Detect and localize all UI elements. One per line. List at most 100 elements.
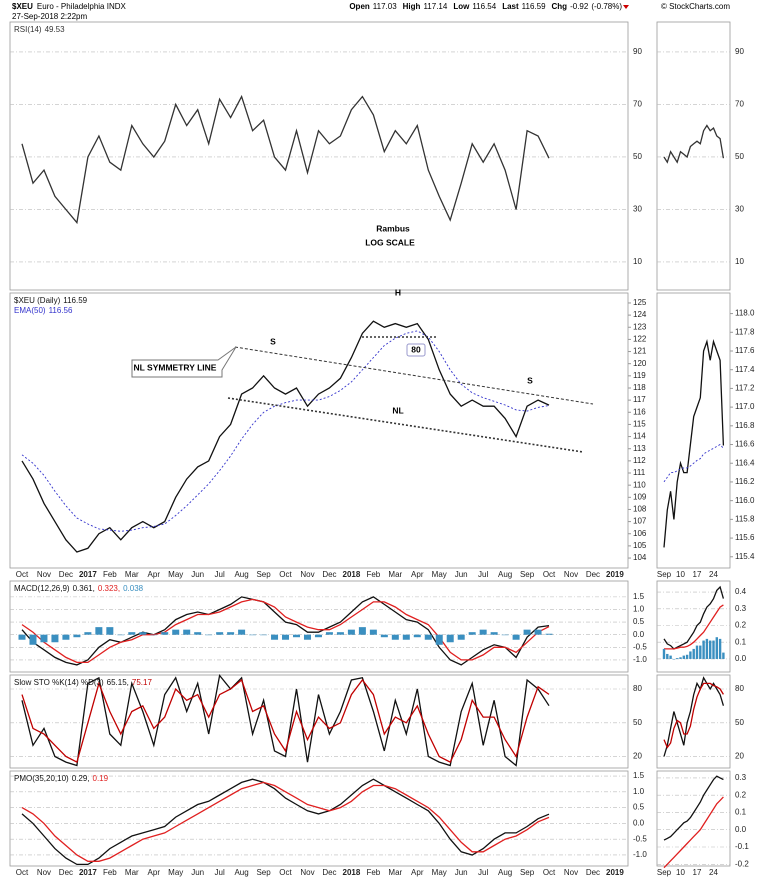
series-line (21, 598, 550, 664)
y-tick-label: 115.4 (735, 552, 755, 561)
x-tick-label: Jul (478, 570, 488, 579)
histogram-bar (490, 632, 498, 635)
y-tick-label: 115.6 (735, 533, 755, 542)
histogram-bar (172, 629, 180, 635)
histogram-bar (62, 634, 70, 640)
legend-entry: PMO(35,20,10) 0.29, 0.19 (14, 774, 109, 783)
histogram-bar (336, 632, 344, 635)
histogram-bar (666, 653, 669, 659)
series-line (663, 339, 725, 548)
overlay: Rambus LOG SCALE H S S NL NL SYMMETRY LINE 80 (131, 223, 594, 453)
panel-frame (9, 21, 629, 291)
y-tick-label: 80 (633, 684, 642, 693)
histogram-bar (227, 632, 235, 635)
y-tick-label: 116.6 (735, 440, 755, 449)
y-tick-label: 80 (735, 684, 744, 693)
x-tick-label: Mar (388, 868, 402, 877)
y-tick-label: 116.2 (735, 477, 755, 486)
x-tick-label: May (432, 570, 447, 579)
y-tick-label: 50 (633, 152, 642, 161)
histogram-bar (325, 632, 333, 635)
histogram-bar (709, 640, 712, 659)
y-tick-label: 1.0 (633, 605, 645, 614)
legend-name: MACD(12,26,9) (14, 584, 70, 593)
histogram-bar (347, 629, 355, 635)
histogram-bar (303, 634, 311, 640)
y-tick-label: 90 (735, 47, 744, 56)
y-tick-label: 122 (633, 335, 647, 344)
x-tick-label: Sep (657, 868, 672, 877)
label-box (406, 343, 426, 357)
quote-value: -0.92 (570, 2, 589, 11)
y-tick-label: 10 (633, 257, 642, 266)
histogram-bar (692, 648, 695, 659)
x-tick-label: Dec (586, 868, 600, 877)
y-tick-label: 111 (633, 468, 646, 477)
histogram-bar (271, 634, 279, 640)
x-tick-label: May (432, 868, 447, 877)
y-tick-label: 0.0 (735, 825, 747, 834)
x-tick-label: 2017 (79, 570, 97, 579)
x-tick-label: Feb (366, 570, 380, 579)
x-tick-label: Feb (103, 868, 117, 877)
x-tick-label: Sep (520, 570, 535, 579)
x-tick-label: Dec (59, 570, 73, 579)
panel-frame (656, 21, 731, 291)
histogram-bar (161, 632, 169, 635)
histogram-bar (718, 638, 722, 659)
x-tick-label: Dec (586, 570, 600, 579)
legend-value: 65.15, (107, 678, 129, 687)
histogram-bar (672, 658, 676, 660)
y-tick-label: 0.5 (633, 803, 645, 812)
y-tick-label: 50 (735, 152, 744, 161)
y-tick-label: 1.5 (633, 771, 645, 780)
histogram-bar (424, 634, 432, 640)
y-tick-label: 119 (633, 371, 646, 380)
legend-entry: MACD(12,26,9) 0.361, 0.323, 0.038 (14, 584, 144, 593)
legend-value: 0.323, (98, 584, 120, 593)
x-tick-label: 17 (693, 570, 702, 579)
x-tick-label: May (168, 868, 183, 877)
y-tick-label: 0.2 (735, 790, 747, 799)
y-tick-label: 117 (633, 395, 646, 404)
timestamp: 27-Sep-2018 2:22pm (12, 12, 88, 21)
histogram-bar (715, 637, 718, 659)
quote-value: 116.59 (522, 2, 546, 11)
series-line (21, 94, 550, 225)
legend-entry: EMA(50) 116.56 (14, 306, 73, 315)
histogram-bar (695, 645, 699, 659)
panel-frame (656, 770, 731, 867)
histogram-bar (391, 634, 399, 640)
x-tick-label: Aug (498, 868, 512, 877)
y-tick-label: 109 (633, 492, 647, 501)
x-tick-label: Aug (498, 570, 512, 579)
quote-label: Open (349, 2, 370, 11)
annotation: 80 (411, 344, 421, 354)
x-tick-label: Oct (16, 868, 29, 877)
histogram-bar (702, 640, 705, 659)
y-tick-label: 30 (735, 205, 744, 214)
histogram-bar (249, 634, 257, 636)
x-tick-label: May (168, 570, 183, 579)
series-line (21, 596, 550, 666)
x-tick-label: Oct (543, 570, 556, 579)
y-tick-label: -0.2 (735, 859, 749, 868)
x-tick-label: 2018 (343, 868, 361, 877)
x-tick-label: Aug (234, 868, 248, 877)
histogram-bar (369, 629, 377, 635)
histogram-bar (676, 658, 679, 659)
y-tick-label: -0.5 (633, 834, 647, 843)
y-tick-label: 0.0 (633, 630, 645, 639)
histogram-bar (194, 632, 202, 635)
x-tick-label: Apr (411, 868, 424, 877)
series-line (663, 796, 724, 869)
series-line (663, 682, 724, 749)
legend-value: 0.19 (93, 774, 109, 783)
x-tick-label: Jul (478, 868, 488, 877)
histogram-bar (413, 634, 421, 638)
quote-label: Last (502, 2, 519, 11)
y-tick-label: 0.1 (735, 637, 747, 646)
legend-value: 0.038 (123, 584, 144, 593)
legend-entry: Slow STO %K(14) %D(3) 65.15, 75.17 (14, 678, 152, 687)
y-tick-label: 112 (633, 456, 646, 465)
